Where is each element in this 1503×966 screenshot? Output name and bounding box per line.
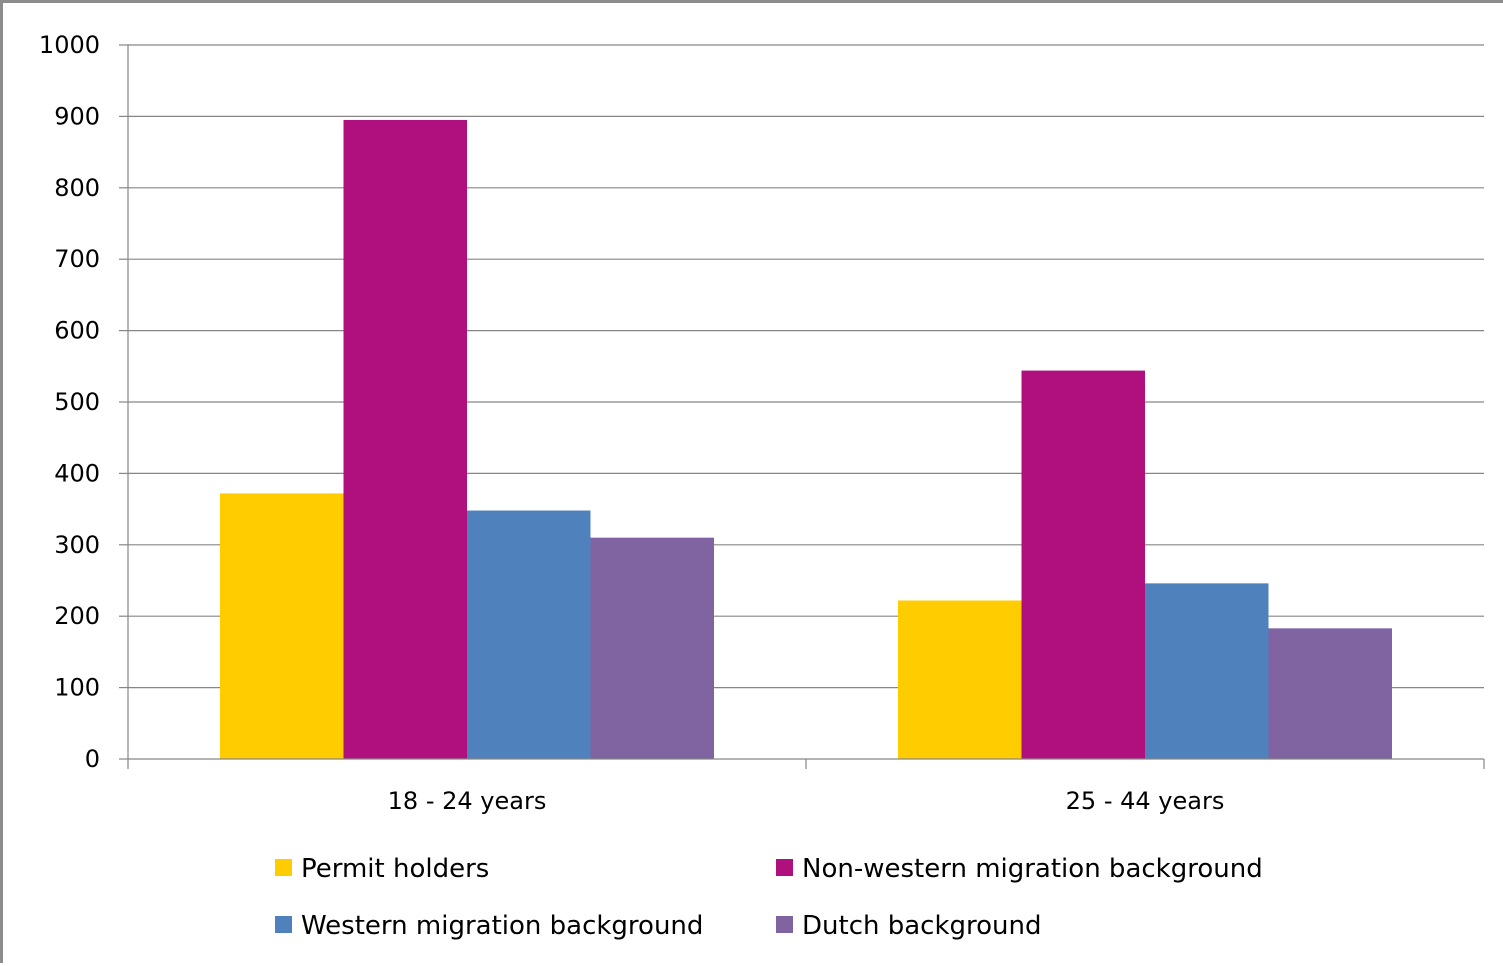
y-tick-label: 300 [54,531,100,559]
legend-swatch [776,859,793,876]
legend-label: Permit holders [301,854,489,884]
bar [343,119,467,760]
y-tick-label: 600 [54,317,100,345]
y-tick-label: 400 [54,459,100,487]
axes [119,44,1485,769]
legend-swatch [275,859,292,876]
bar [1145,583,1269,759]
legend-swatch [275,916,292,933]
y-tick-label: 0 [85,745,100,773]
bar [590,537,714,759]
y-tick-label: 800 [54,174,100,202]
legend-label: Western migration background [301,911,703,941]
legend: Permit holders Non-western migration back… [275,854,1263,941]
bar-chart: 0 100 200 300 400 500 600 700 800 900 1000 18 - 24… [39,31,1485,941]
y-tick-label: 700 [54,245,100,273]
y-tick-label: 200 [54,602,100,630]
bar [1268,628,1392,759]
y-tick-label: 500 [54,388,100,416]
y-tick-labels: 0 100 200 300 400 500 600 700 800 900 1000 [39,31,100,773]
x-tick-labels: 18 - 24 years 25 - 44 years [388,787,1225,815]
legend-swatch [776,916,793,933]
x-tick-label: 25 - 44 years [1066,787,1225,815]
legend-label: Non-western migration background [802,854,1263,884]
bar [220,493,344,759]
y-tick-label: 100 [54,674,100,702]
legend-label: Dutch background [802,911,1042,941]
bar [467,510,591,759]
bars [220,119,1392,760]
x-tick-label: 18 - 24 years [388,787,547,815]
bar [1021,370,1145,759]
y-tick-label: 1000 [39,31,100,59]
bar [898,600,1022,759]
y-tick-label: 900 [54,102,100,130]
